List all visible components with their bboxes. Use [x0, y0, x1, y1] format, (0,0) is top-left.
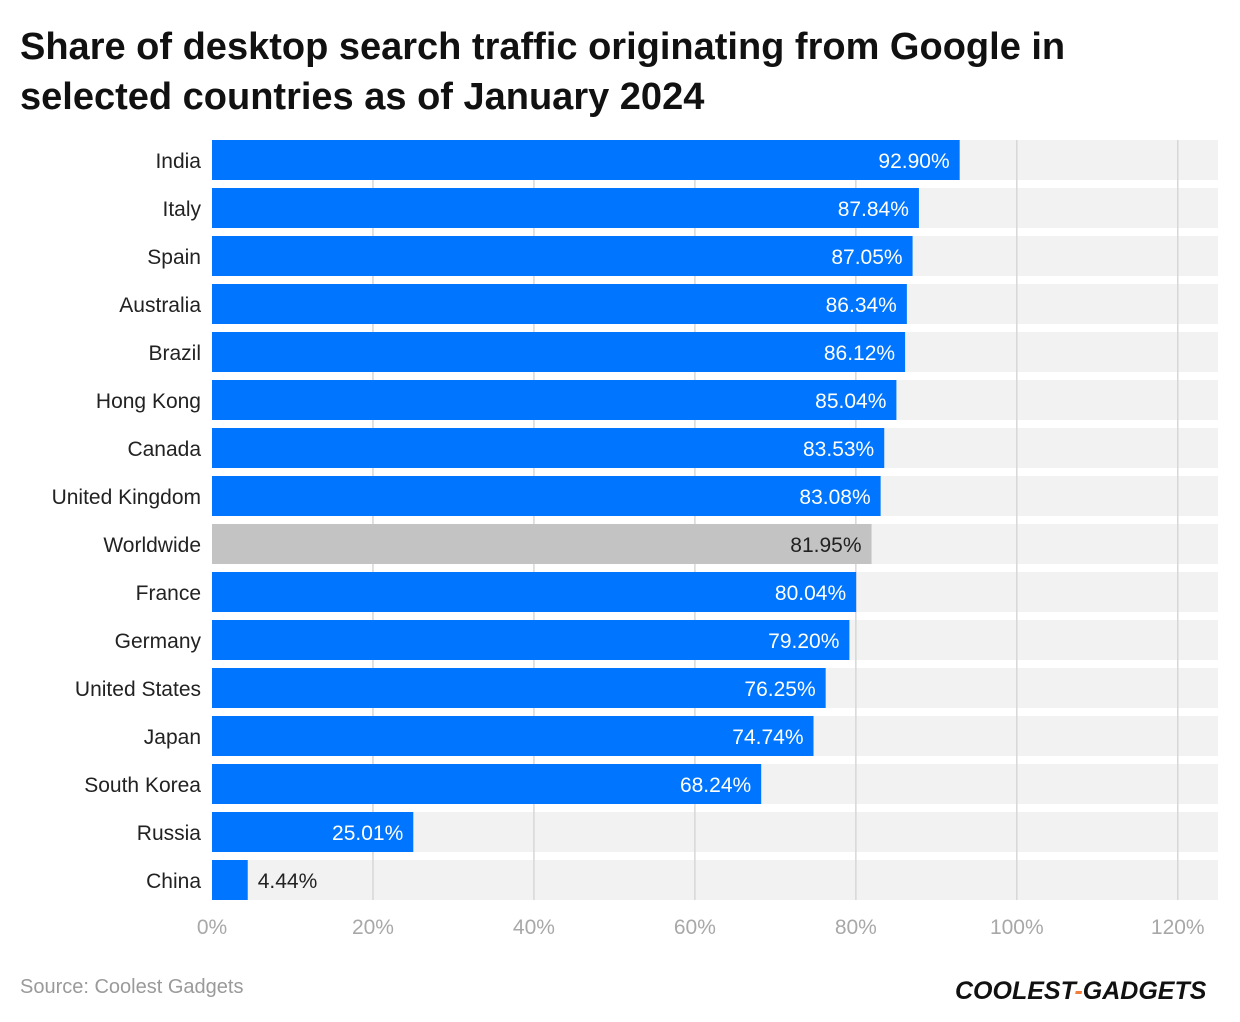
bar [212, 284, 907, 324]
bar [212, 764, 762, 804]
category-label: South Korea [84, 774, 201, 797]
x-tick-label: 20% [352, 916, 394, 939]
value-label: 86.34% [826, 294, 897, 317]
value-label: 79.20% [768, 630, 839, 653]
x-tick-label: 40% [513, 916, 555, 939]
value-labels: 92.90% 87.84% 87.05% 86.34% 86.12% 85.04% 83.5… [258, 150, 950, 893]
category-label: Australia [119, 294, 201, 317]
bar [212, 860, 248, 900]
bar-highlight [212, 524, 872, 564]
bar [212, 380, 897, 420]
value-label: 76.25% [744, 678, 815, 701]
chart-title: Share of desktop search traffic originat… [20, 26, 1066, 118]
category-label: Hong Kong [96, 390, 201, 413]
category-label: Worldwide [103, 534, 201, 557]
bar [212, 572, 857, 612]
bar-chart: India Italy Spain Australia Brazil Hong Kong C… [52, 140, 1218, 939]
category-labels: India Italy Spain Australia Brazil Hong Kong C… [52, 150, 202, 893]
category-label: Spain [147, 246, 201, 269]
bar [212, 236, 913, 276]
bar [212, 332, 906, 372]
brand-logo: COOLEST-GADGETS [955, 977, 1207, 1005]
value-label: 68.24% [680, 774, 751, 797]
category-label: Italy [162, 198, 201, 221]
bar [212, 620, 850, 660]
bar [212, 188, 919, 228]
category-label: India [155, 150, 201, 173]
value-label: 83.53% [803, 438, 874, 461]
category-label: Canada [127, 438, 201, 461]
category-label: Japan [144, 726, 201, 749]
x-axis-ticks: 0% 20% 40% 60% 80% 100% 120% [197, 916, 1205, 939]
value-label: 87.05% [831, 246, 902, 269]
category-label: France [136, 582, 201, 605]
x-tick-label: 60% [674, 916, 716, 939]
bar [212, 668, 826, 708]
value-label: 4.44% [258, 870, 318, 893]
category-label: United Kingdom [52, 486, 201, 509]
bar [212, 476, 881, 516]
x-tick-label: 80% [835, 916, 877, 939]
value-label: 25.01% [332, 822, 403, 845]
bar [212, 428, 885, 468]
x-tick-label: 100% [990, 916, 1044, 939]
x-tick-label: 0% [197, 916, 227, 939]
value-label: 74.74% [732, 726, 803, 749]
bars [212, 140, 960, 900]
source-note: Source: Coolest Gadgets [20, 976, 244, 998]
value-label: 92.90% [878, 150, 949, 173]
bar [212, 716, 814, 756]
bar [212, 140, 960, 180]
bar [212, 812, 414, 852]
brand-logo-dash: - [1074, 977, 1082, 1005]
category-label: Russia [137, 822, 202, 845]
category-label: Germany [115, 630, 202, 653]
bar-track [212, 860, 1218, 900]
value-label: 86.12% [824, 342, 895, 365]
x-tick-label: 120% [1151, 916, 1205, 939]
category-label: United States [75, 678, 201, 701]
category-label: China [146, 870, 201, 893]
category-label: Brazil [148, 342, 201, 365]
value-label: 80.04% [775, 582, 846, 605]
value-label: 87.84% [838, 198, 909, 221]
brand-logo-part1: COOLEST [955, 977, 1079, 1005]
value-label: 85.04% [815, 390, 886, 413]
value-label: 83.08% [799, 486, 870, 509]
brand-logo-part2: GADGETS [1083, 977, 1207, 1005]
value-label: 81.95% [790, 534, 861, 557]
svg-text:COOLEST-GADGETS: COOLEST-GADGETS [955, 977, 1207, 1005]
